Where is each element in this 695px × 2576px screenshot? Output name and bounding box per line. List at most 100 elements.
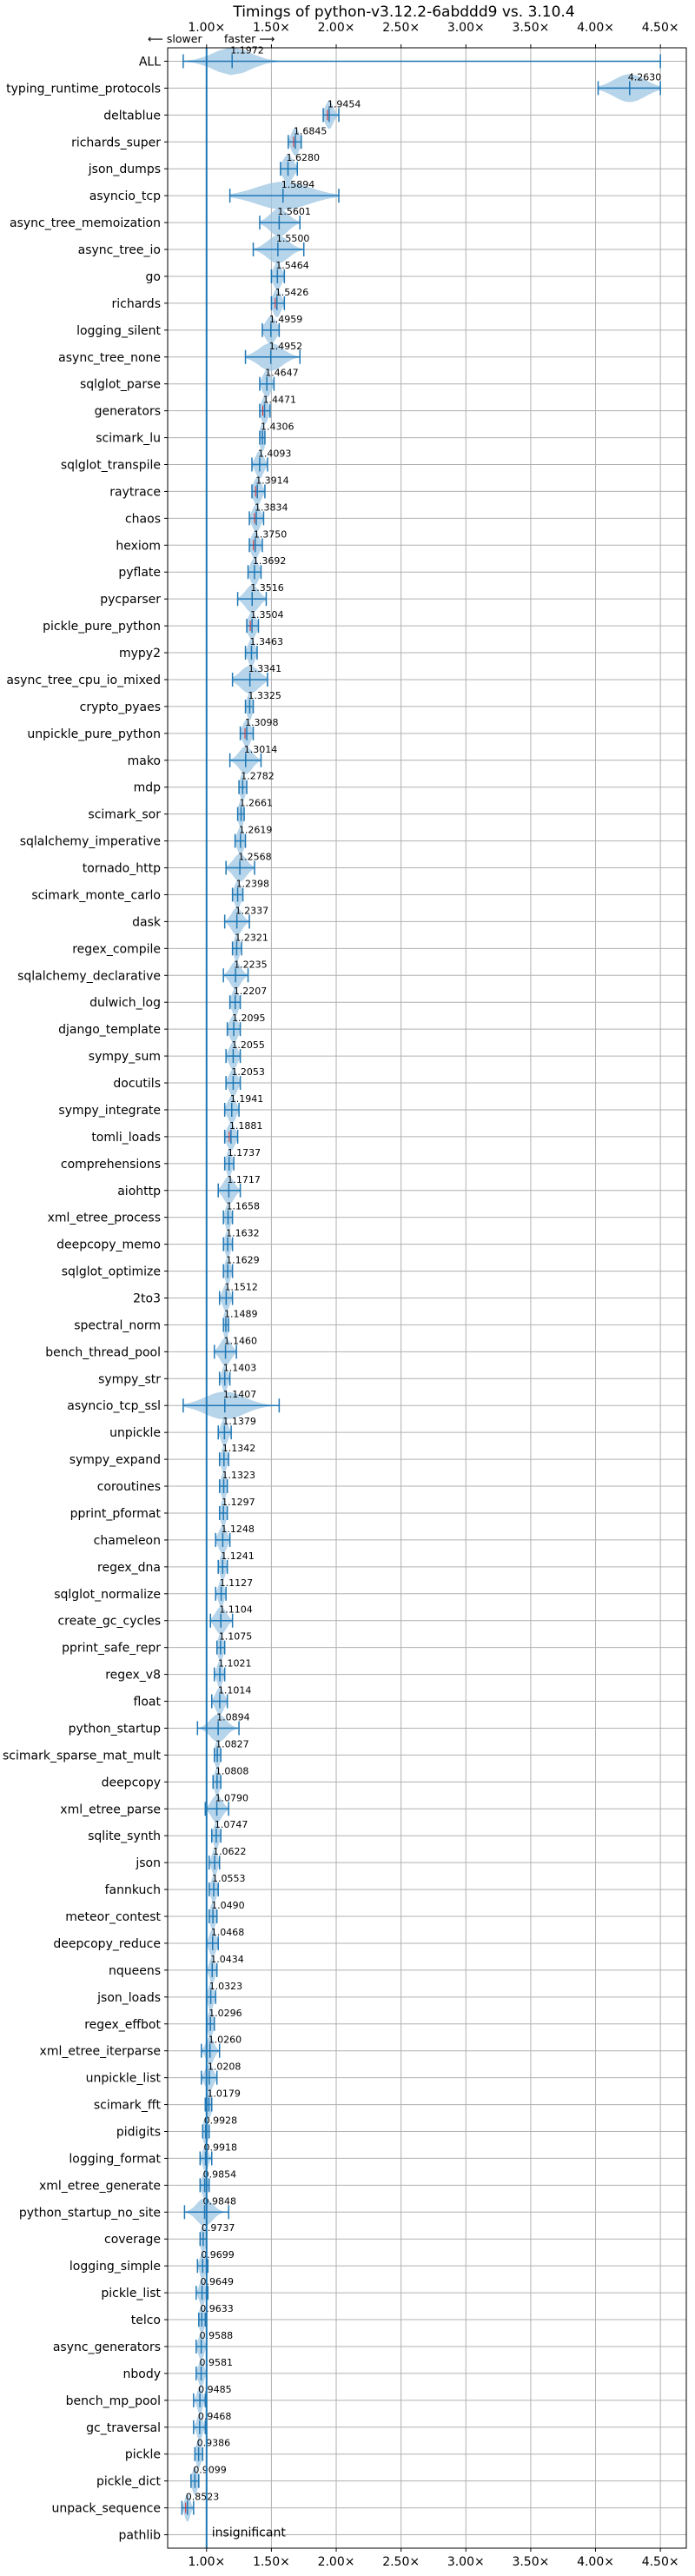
benchmark-label: async_tree_io [78, 243, 161, 257]
benchmark-label: xml_etree_process [48, 1212, 161, 1225]
x-tick-label-bottom: 2.50× [382, 2555, 420, 2569]
value-label: 1.1881 [229, 1120, 263, 1132]
benchmark-label: sqlglot_parse [80, 378, 161, 392]
benchmark-label: regex_effbot [84, 2018, 161, 2032]
value-label: 1.5500 [276, 233, 310, 244]
benchmark-label: python_startup_no_site [19, 2206, 161, 2220]
benchmark-label: coverage [104, 2233, 161, 2247]
value-label: 1.1629 [226, 1255, 260, 1266]
x-tick-label-bottom: 4.00× [577, 2555, 614, 2569]
value-label: 1.0894 [216, 1711, 250, 1723]
value-label: 1.1489 [224, 1308, 258, 1319]
benchmark-label: regex_dna [97, 1561, 161, 1575]
value-label: 1.0208 [208, 2061, 242, 2073]
value-label: 1.1972 [230, 44, 264, 56]
benchmark-label: sympy_sum [89, 1050, 161, 1064]
value-label: 1.4647 [265, 368, 299, 379]
value-label: 1.2095 [232, 1012, 266, 1024]
benchmark-label: crypto_pyaes [80, 700, 161, 714]
benchmark-label: ALL [139, 55, 161, 69]
value-label: 1.2055 [231, 1039, 265, 1051]
value-label: 1.2782 [241, 771, 275, 782]
benchmark-label: pickle [125, 2448, 161, 2462]
value-label: 0.9737 [202, 2222, 235, 2234]
benchmark-label: sqlalchemy_declarative [17, 969, 161, 983]
benchmark-label: richards [112, 297, 162, 311]
value-label: 1.1632 [226, 1228, 260, 1239]
value-label: 0.9928 [204, 2115, 237, 2127]
value-label: 1.1407 [223, 1389, 257, 1400]
benchmark-label: create_gc_cycles [57, 1615, 161, 1629]
benchmark-label: docutils [113, 1077, 161, 1091]
x-tick-label-top: 1.00× [188, 21, 225, 35]
slower-hint: ⟵ slower [148, 32, 202, 45]
benchmark-label: sqlalchemy_imperative [20, 835, 161, 849]
benchmark-label: comprehensions [61, 1158, 161, 1172]
benchmark-label: regex_v8 [105, 1669, 161, 1683]
value-label: 0.9848 [203, 2195, 237, 2207]
benchmark-label: unpickle_list [86, 2072, 162, 2086]
benchmark-label: nbody [123, 2367, 162, 2381]
value-label: 1.1297 [222, 1497, 255, 1508]
benchmark-label: chameleon [94, 1534, 161, 1548]
benchmark-label: sqlite_synth [88, 1829, 161, 1843]
benchmark-label: generators [95, 405, 161, 419]
x-tick-label-bottom: 1.00× [188, 2555, 225, 2569]
benchmark-label: xml_etree_parse [60, 1803, 161, 1816]
benchmark-label: deepcopy_reduce [53, 1937, 161, 1951]
value-label: 1.0790 [215, 1792, 248, 1803]
benchmark-label: deltablue [103, 109, 161, 123]
benchmark-label: dulwich_log [89, 996, 161, 1010]
benchmark-label: nqueens [109, 1964, 161, 1978]
value-label: 1.0296 [208, 2008, 242, 2019]
x-tick-label-top: 3.50× [512, 21, 549, 35]
value-label: 1.1075 [219, 1631, 253, 1643]
benchmark-label: sqlglot_normalize [54, 1588, 161, 1602]
value-label: 1.4959 [269, 314, 303, 325]
value-label: 1.2337 [235, 905, 269, 916]
value-label: 1.2398 [236, 878, 270, 889]
benchmark-label: asyncio_tcp_ssl [67, 1399, 161, 1413]
benchmark-label: typing_runtime_protocols [6, 82, 161, 96]
benchmark-label: unpickle [109, 1426, 161, 1440]
benchmark-label: mako [128, 754, 161, 768]
value-label: 1.0468 [211, 1927, 244, 1938]
benchmark-label: asyncio_tcp [89, 189, 161, 203]
benchmark-label: async_tree_cpu_io_mixed [6, 674, 161, 687]
value-label: 1.2321 [235, 932, 268, 943]
benchmark-label: raytrace [109, 485, 161, 499]
value-label: 1.3750 [254, 528, 288, 540]
value-label: 1.1248 [221, 1524, 255, 1535]
benchmark-label: pprint_pformat [70, 1507, 162, 1521]
value-label: 1.6280 [287, 152, 321, 163]
benchmark-label: sympy_str [98, 1372, 161, 1386]
value-label: 1.2053 [231, 1066, 265, 1078]
benchmark-label: pidigits [116, 2126, 161, 2140]
value-label: 1.5894 [281, 179, 315, 190]
benchmark-label: logging_format [69, 2152, 161, 2166]
value-label: 1.3914 [255, 475, 289, 486]
value-label: 1.1127 [220, 1577, 253, 1589]
benchmark-label: gc_traversal [86, 2421, 161, 2435]
benchmark-label: async_tree_none [58, 351, 161, 365]
benchmark-label: scimark_sor [88, 808, 161, 822]
benchmark-label: json_loads [96, 1991, 161, 2005]
value-label: 4.2630 [628, 71, 662, 83]
benchmark-label: django_template [58, 1023, 161, 1037]
value-label: 1.1941 [230, 1093, 264, 1105]
benchmark-label: mdp [134, 781, 162, 795]
value-label: 1.3014 [244, 744, 278, 755]
benchmark-label: scimark_sparse_mat_mult [3, 1749, 161, 1763]
value-label: 1.1014 [218, 1685, 251, 1696]
benchmark-label: tornado_http [83, 862, 161, 876]
benchmark-label: meteor_contest [65, 1910, 161, 1924]
benchmark-label: hexiom [116, 539, 161, 553]
benchmark-label: spectral_norm [74, 1318, 161, 1332]
value-label: 0.9468 [198, 2411, 232, 2422]
value-label: 1.3504 [250, 609, 284, 621]
benchmark-label: sympy_expand [70, 1453, 161, 1467]
value-label: 1.3325 [248, 690, 281, 701]
x-tick-label-top: 4.00× [577, 21, 614, 35]
value-label: 0.9699 [201, 2249, 235, 2261]
